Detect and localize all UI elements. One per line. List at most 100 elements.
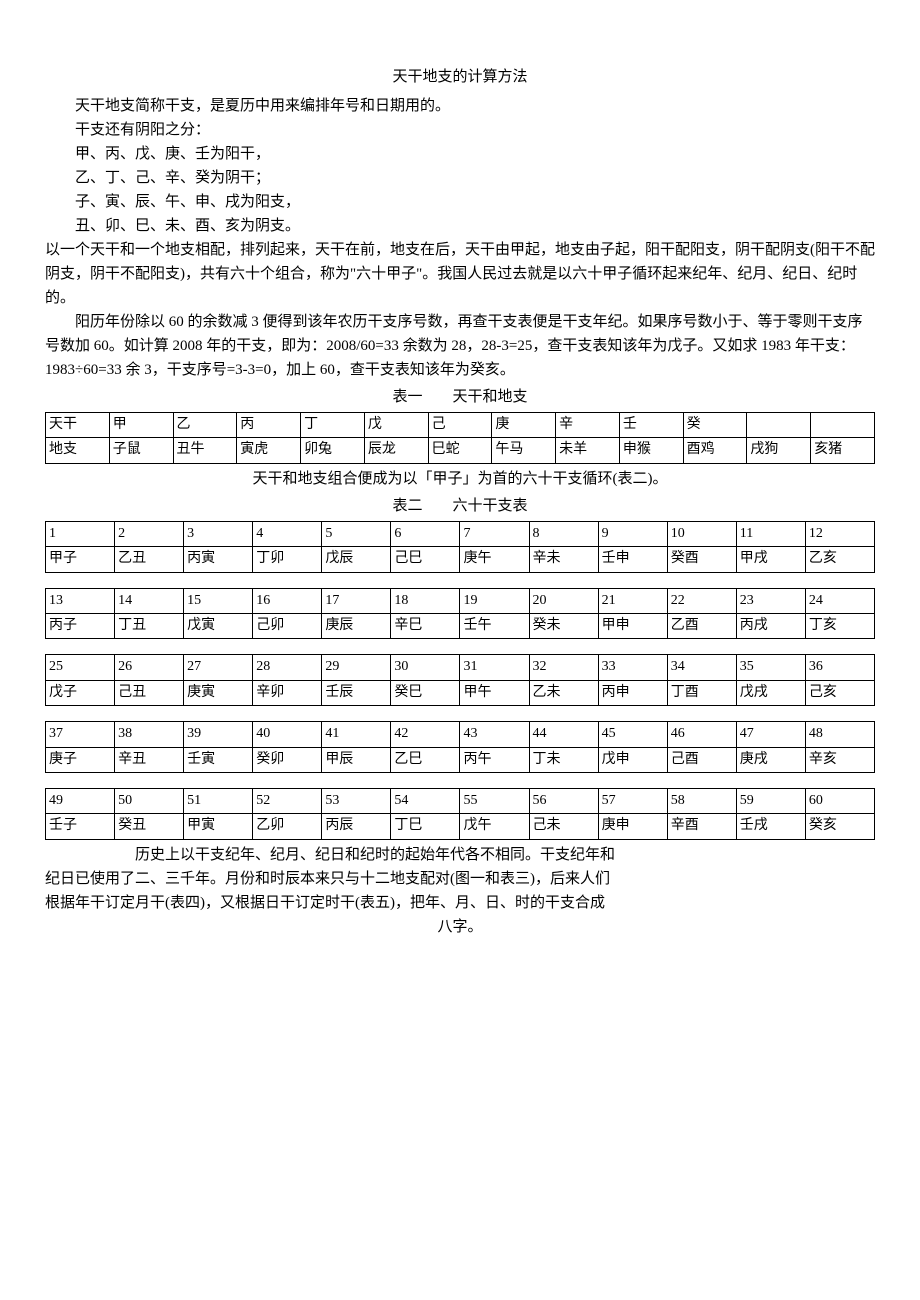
branch-cell: 戌狗 [747,438,811,463]
intro-p1: 天干地支简称干支，是夏历中用来编排年号和日期用的。 [45,94,875,118]
cycle-number: 27 [184,655,253,680]
branch-cell: 巳蛇 [428,438,492,463]
branch-cell: 申猴 [619,438,683,463]
cycle-name: 丁卯 [253,547,322,572]
cycle-number: 18 [391,588,460,613]
cycle-name: 丁亥 [805,613,874,638]
cycle-name: 乙丑 [115,547,184,572]
cycle-number: 58 [667,788,736,813]
cycle-number: 31 [460,655,529,680]
cycle-number: 1 [46,521,115,546]
cycle-number: 26 [115,655,184,680]
cycle-number: 25 [46,655,115,680]
sixty-cycle-block: 373839404142434445464748庚子辛丑壬寅癸卯甲辰乙巳丙午丁未… [45,721,875,773]
cycle-name: 戊申 [598,747,667,772]
cycle-name: 壬申 [598,547,667,572]
cycle-number: 36 [805,655,874,680]
cycle-name: 戊子 [46,680,115,705]
table-row: 495051525354555657585960 [46,788,875,813]
cycle-name: 庚申 [598,814,667,839]
cycle-number: 17 [322,588,391,613]
cycle-number: 8 [529,521,598,546]
cycle-number: 5 [322,521,391,546]
stem-cell: 壬 [619,413,683,438]
cycle-name: 癸亥 [805,814,874,839]
table-row: 戊子己丑庚寅辛卯壬辰癸巳甲午乙未丙申丁酉戊戌己亥 [46,680,875,705]
stem-cell: 戊 [364,413,428,438]
cycle-number: 33 [598,655,667,680]
cycle-number: 6 [391,521,460,546]
branch-cell: 卯兔 [301,438,365,463]
cycle-number: 43 [460,722,529,747]
cycle-name: 丙申 [598,680,667,705]
cycle-name: 辛丑 [115,747,184,772]
stem-cell [811,413,875,438]
cycle-name: 己巳 [391,547,460,572]
cycle-number: 55 [460,788,529,813]
cycle-name: 己丑 [115,680,184,705]
cycle-name: 乙卯 [253,814,322,839]
table-row: 天干 甲 乙 丙 丁 戊 己 庚 辛 壬 癸 [46,413,875,438]
cycle-name: 甲戌 [736,547,805,572]
cycle-name: 甲申 [598,613,667,638]
sixty-cycle-container: 123456789101112甲子乙丑丙寅丁卯戊辰己巳庚午辛未壬申癸酉甲戌乙亥1… [45,521,875,840]
table1-caption: 表一 天干和地支 [45,385,875,409]
cycle-name: 丁未 [529,747,598,772]
cycle-name: 庚辰 [322,613,391,638]
sixty-cycle-block: 252627282930313233343536戊子己丑庚寅辛卯壬辰癸巳甲午乙未… [45,654,875,706]
cycle-number: 3 [184,521,253,546]
cycle-name: 辛未 [529,547,598,572]
cycle-number: 57 [598,788,667,813]
table-row: 123456789101112 [46,521,875,546]
intro-p6: 丑、卯、巳、未、酉、亥为阴支。 [45,214,875,238]
cycle-number: 44 [529,722,598,747]
table-row: 庚子辛丑壬寅癸卯甲辰乙巳丙午丁未戊申己酉庚戌辛亥 [46,747,875,772]
cycle-name: 辛酉 [667,814,736,839]
branch-row-label: 地支 [46,438,110,463]
branch-cell: 酉鸡 [683,438,747,463]
stem-cell: 甲 [109,413,173,438]
intro-p5: 子、寅、辰、午、申、戌为阳支， [45,190,875,214]
branch-cell: 未羊 [556,438,620,463]
cycle-number: 24 [805,588,874,613]
cycle-name: 丁巳 [391,814,460,839]
intro-p7: 以一个天干和一个地支相配，排列起来，天干在前，地支在后，天干由甲起，地支由子起，… [45,238,875,310]
footer-p4: 八字。 [45,915,875,939]
cycle-number: 51 [184,788,253,813]
cycle-number: 50 [115,788,184,813]
cycle-number: 12 [805,521,874,546]
cycle-name: 癸巳 [391,680,460,705]
cycle-name: 辛巳 [391,613,460,638]
table-row: 丙子丁丑戊寅己卯庚辰辛巳壬午癸未甲申乙酉丙戌丁亥 [46,613,875,638]
stem-cell: 丁 [301,413,365,438]
cycle-name: 辛亥 [805,747,874,772]
stem-row-label: 天干 [46,413,110,438]
cycle-name: 壬辰 [322,680,391,705]
cycle-number: 53 [322,788,391,813]
cycle-name: 戊辰 [322,547,391,572]
footer-p1: 历史上以干支纪年、纪月、纪日和纪时的起始年代各不相同。干支纪年和 [45,843,875,867]
table-row: 地支 子鼠 丑牛 寅虎 卯兔 辰龙 巳蛇 午马 未羊 申猴 酉鸡 戌狗 亥猪 [46,438,875,463]
table-row: 甲子乙丑丙寅丁卯戊辰己巳庚午辛未壬申癸酉甲戌乙亥 [46,547,875,572]
cycle-name: 甲子 [46,547,115,572]
cycle-name: 壬午 [460,613,529,638]
cycle-name: 丁酉 [667,680,736,705]
footer-p2: 纪日已使用了二、三千年。月份和时辰本来只与十二地支配对(图一和表三)，后来人们 [45,867,875,891]
cycle-name: 庚子 [46,747,115,772]
sixty-cycle-block: 495051525354555657585960壬子癸丑甲寅乙卯丙辰丁巳戊午己未… [45,788,875,840]
intro-p4: 乙、丁、己、辛、癸为阴干； [45,166,875,190]
stem-cell: 庚 [492,413,556,438]
cycle-name: 丁丑 [115,613,184,638]
cycle-name: 戊寅 [184,613,253,638]
cycle-number: 40 [253,722,322,747]
cycle-number: 30 [391,655,460,680]
cycle-number: 46 [667,722,736,747]
cycle-name: 甲午 [460,680,529,705]
branch-cell: 亥猪 [811,438,875,463]
stem-cell: 癸 [683,413,747,438]
cycle-number: 60 [805,788,874,813]
cycle-number: 54 [391,788,460,813]
cycle-number: 52 [253,788,322,813]
cycle-name: 甲辰 [322,747,391,772]
table1-footer: 天干和地支组合便成为以「甲子」为首的六十干支循环(表二)。 [45,467,875,491]
